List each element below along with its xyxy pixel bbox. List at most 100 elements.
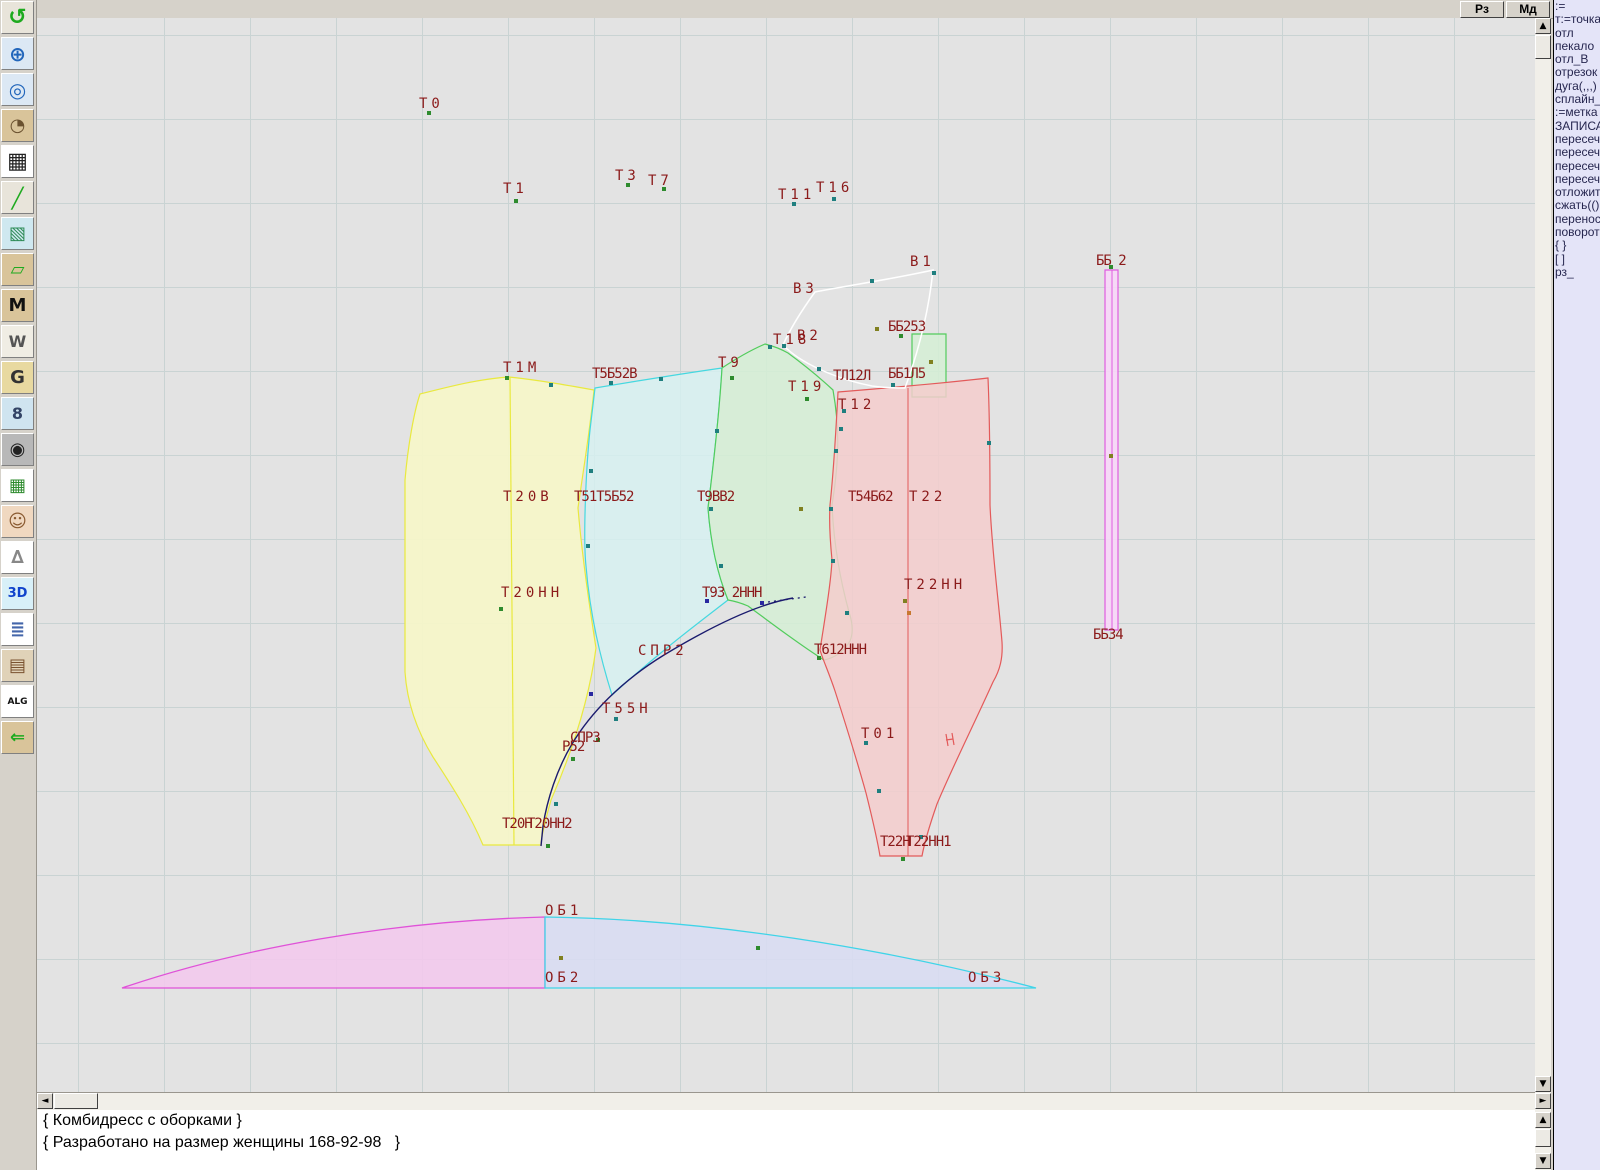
model-photo-icon[interactable]: ☺: [1, 505, 34, 538]
point-marker[interactable]: [1109, 454, 1113, 458]
point-marker[interactable]: [571, 757, 575, 761]
fabric-g-icon[interactable]: G: [1, 361, 34, 394]
point-marker[interactable]: [831, 559, 835, 563]
point-marker[interactable]: [864, 741, 868, 745]
point-marker[interactable]: [709, 507, 713, 511]
flounce-right-piece[interactable]: [544, 916, 1037, 989]
point-marker[interactable]: [929, 360, 933, 364]
text-scroll-down-icon[interactable]: ▼: [1535, 1153, 1551, 1169]
point-marker[interactable]: [932, 271, 936, 275]
pattern-piece-icon[interactable]: ▱: [1, 253, 34, 286]
command-item[interactable]: пекало: [1555, 38, 1595, 53]
rz-button[interactable]: Рз: [1460, 1, 1504, 18]
command-item[interactable]: { }: [1555, 238, 1567, 253]
compass-icon[interactable]: W: [1, 325, 34, 358]
point-marker[interactable]: [596, 738, 600, 742]
preview-zoom-icon[interactable]: ◔: [1, 109, 34, 142]
point-marker[interactable]: [614, 717, 618, 721]
undo-icon[interactable]: ↺: [1, 1, 34, 34]
exit-icon[interactable]: ⇐: [1, 721, 34, 754]
command-item[interactable]: дуга(,,,): [1555, 78, 1597, 93]
point-marker[interactable]: [919, 835, 923, 839]
point-marker[interactable]: [756, 946, 760, 950]
point-marker[interactable]: [589, 469, 593, 473]
point-marker[interactable]: [817, 656, 821, 660]
text-scroll-thumb[interactable]: [1535, 1129, 1551, 1147]
point-marker[interactable]: [768, 345, 772, 349]
scroll-right-icon[interactable]: ►: [1535, 1093, 1551, 1109]
point-marker[interactable]: [877, 789, 881, 793]
point-marker[interactable]: [899, 334, 903, 338]
vscroll-thumb[interactable]: [1535, 35, 1551, 59]
zoom-in-icon[interactable]: ⊕: [1, 37, 34, 70]
books-icon[interactable]: ▤: [1, 649, 34, 682]
scroll-left-icon[interactable]: ◄: [37, 1093, 53, 1109]
point-marker[interactable]: [901, 857, 905, 861]
notes-icon[interactable]: ≣: [1, 613, 34, 646]
point-marker[interactable]: [549, 383, 553, 387]
point-marker[interactable]: [719, 564, 723, 568]
md-button[interactable]: Мд: [1506, 1, 1550, 18]
point-marker[interactable]: [662, 187, 666, 191]
point-marker[interactable]: [626, 183, 630, 187]
point-marker[interactable]: [817, 367, 821, 371]
point-marker[interactable]: [987, 441, 991, 445]
command-item[interactable]: пересеч: [1555, 171, 1600, 186]
point-marker[interactable]: [832, 197, 836, 201]
point-marker[interactable]: [586, 544, 590, 548]
canvas-hscrollbar[interactable]: ◄ ►: [37, 1093, 1551, 1110]
point-marker[interactable]: [842, 409, 846, 413]
alg-icon[interactable]: ALG: [1, 685, 34, 718]
notch-mark[interactable]: [945, 732, 955, 747]
red-back-piece[interactable]: [819, 377, 1003, 857]
command-item[interactable]: отложит: [1555, 185, 1600, 200]
point-marker[interactable]: [782, 344, 786, 348]
point-marker[interactable]: [907, 611, 911, 615]
point-marker[interactable]: [559, 956, 563, 960]
text-area-vscrollbar[interactable]: ▲ ▼: [1535, 1110, 1551, 1170]
command-item[interactable]: :=: [1555, 0, 1566, 13]
camera-icon[interactable]: ◉: [1, 433, 34, 466]
point-marker[interactable]: [705, 599, 709, 603]
report-icon[interactable]: ▦: [1, 469, 34, 502]
point-marker[interactable]: [1109, 265, 1113, 269]
zoom-tool-icon[interactable]: ◎: [1, 73, 34, 106]
canvas-vscrollbar[interactable]: ▲ ▼: [1535, 18, 1551, 1093]
command-item[interactable]: пересеч: [1555, 158, 1600, 173]
command-item[interactable]: пересеч: [1555, 145, 1600, 160]
garment-sketch-icon[interactable]: ∆: [1, 541, 34, 574]
command-item[interactable]: отл: [1555, 25, 1574, 40]
point-marker[interactable]: [554, 802, 558, 806]
point-marker[interactable]: [870, 279, 874, 283]
point-marker[interactable]: [609, 381, 613, 385]
command-item[interactable]: [ ]: [1555, 251, 1566, 266]
point-marker[interactable]: [792, 202, 796, 206]
segment-icon[interactable]: ╱: [1, 181, 34, 214]
image-icon[interactable]: ▧: [1, 217, 34, 250]
scroll-down-icon[interactable]: ▼: [1535, 1076, 1551, 1092]
point-marker[interactable]: [799, 507, 803, 511]
flounce-left-piece[interactable]: [121, 916, 546, 989]
drawing-canvas[interactable]: Т0 Т1 Т3 Т7 Т11 Т16 В1 В3 Т18 В2 ББ253 Т1М Т5Б52В Т9 Т…: [37, 18, 1535, 1093]
point-marker[interactable]: [834, 449, 838, 453]
white-yoke-piece[interactable]: [782, 269, 934, 389]
command-item[interactable]: :=метка: [1555, 105, 1598, 120]
yellow-internal-line[interactable]: [509, 376, 515, 846]
scroll-up-icon[interactable]: ▲: [1535, 18, 1551, 34]
ruler-icon[interactable]: 8: [1, 397, 34, 430]
command-item[interactable]: отрезок: [1555, 65, 1598, 80]
command-item[interactable]: сплайн_: [1555, 92, 1600, 107]
point-marker[interactable]: [875, 327, 879, 331]
point-marker[interactable]: [499, 607, 503, 611]
point-marker[interactable]: [715, 429, 719, 433]
command-item[interactable]: поворот: [1555, 225, 1600, 240]
command-item[interactable]: перенос: [1555, 211, 1600, 226]
command-item[interactable]: отл_В: [1555, 52, 1589, 67]
point-marker[interactable]: [839, 427, 843, 431]
point-marker[interactable]: [659, 377, 663, 381]
point-marker[interactable]: [845, 611, 849, 615]
point-marker[interactable]: [427, 111, 431, 115]
point-marker[interactable]: [760, 601, 764, 605]
point-marker[interactable]: [805, 397, 809, 401]
point-marker[interactable]: [514, 199, 518, 203]
